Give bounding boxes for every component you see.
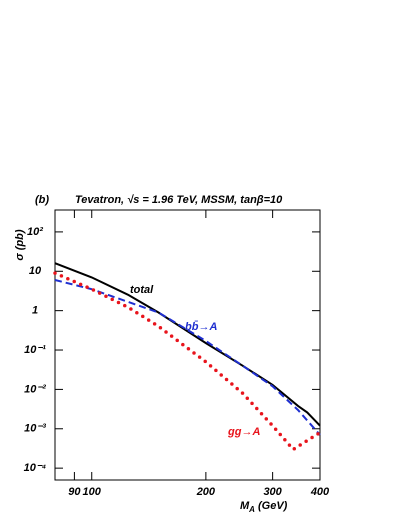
x-tick-label: 100 — [83, 486, 102, 498]
y-axis-label: σ (pb) — [14, 229, 26, 260]
x-tick-label: 90 — [68, 486, 81, 498]
y-tick-label: 10 — [29, 265, 42, 277]
series-label: gg→A — [227, 426, 260, 438]
plot-frame — [54, 209, 321, 481]
series-line — [54, 262, 321, 427]
x-tick-label: 300 — [263, 486, 282, 498]
x-tick-label: 400 — [310, 486, 330, 498]
x-axis-label-sub: A — [248, 505, 255, 514]
y-tick-label: 10⁻¹ — [24, 344, 46, 356]
series-line — [53, 271, 322, 452]
x-axis-label-part: (GeV) — [255, 500, 288, 512]
chart-title: Tevatron, √s = 1.96 TeV, MSSM, tanβ=10 — [75, 194, 283, 206]
panel-label: (b) — [35, 194, 49, 206]
y-tick-label: 1 — [32, 305, 38, 317]
y-tick-label: 10⁻³ — [24, 423, 46, 435]
x-tick-label: 200 — [196, 486, 216, 498]
series-label: total — [130, 284, 154, 296]
y-tick-label: 10² — [27, 226, 43, 238]
series-label: bb̄→A — [185, 321, 217, 333]
series-line — [54, 279, 321, 436]
y-tick-label: 10⁻⁴ — [24, 462, 47, 474]
x-axis-label: MA (GeV) — [240, 500, 288, 514]
y-tick-label: 10⁻² — [24, 383, 46, 395]
x-axis-label-part: M — [240, 500, 250, 512]
